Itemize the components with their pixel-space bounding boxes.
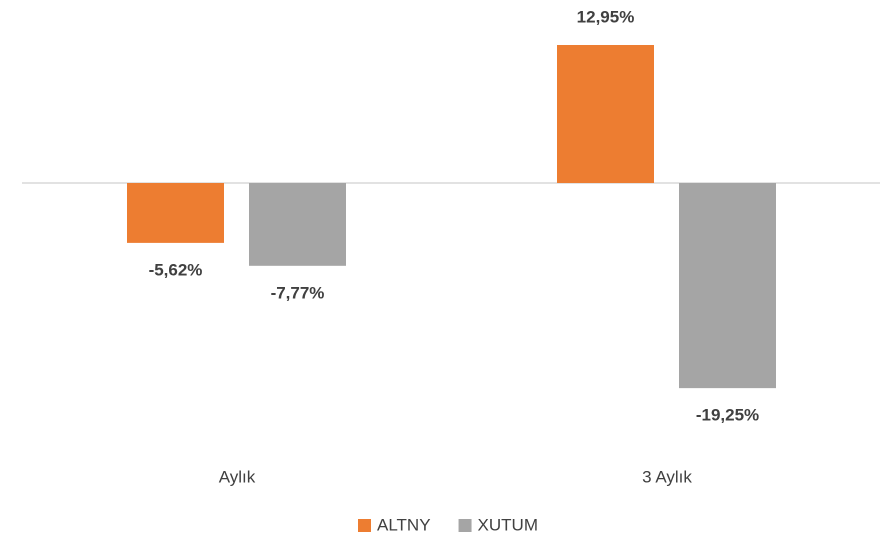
legend-swatch [458,519,472,532]
bar [249,183,346,266]
data-label: -7,77% [271,283,325,302]
x-tick-label: Aylık [219,467,256,486]
legend-label: XUTUM [478,515,538,534]
x-tick-label: 3 Aylık [642,467,692,486]
data-label: 12,95% [577,7,635,26]
bar [127,183,224,243]
bar [679,183,776,389]
data-label: -5,62% [149,260,203,279]
legend-label: ALTNY [377,515,431,534]
data-label: -19,25% [696,406,759,425]
legend-swatch [358,519,371,532]
bar [557,45,654,183]
